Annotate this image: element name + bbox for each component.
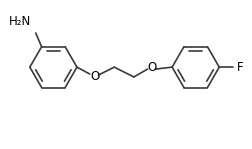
Text: F: F <box>236 61 243 74</box>
Text: H₂N: H₂N <box>9 15 31 28</box>
Text: O: O <box>90 70 99 83</box>
Text: O: O <box>146 61 155 74</box>
